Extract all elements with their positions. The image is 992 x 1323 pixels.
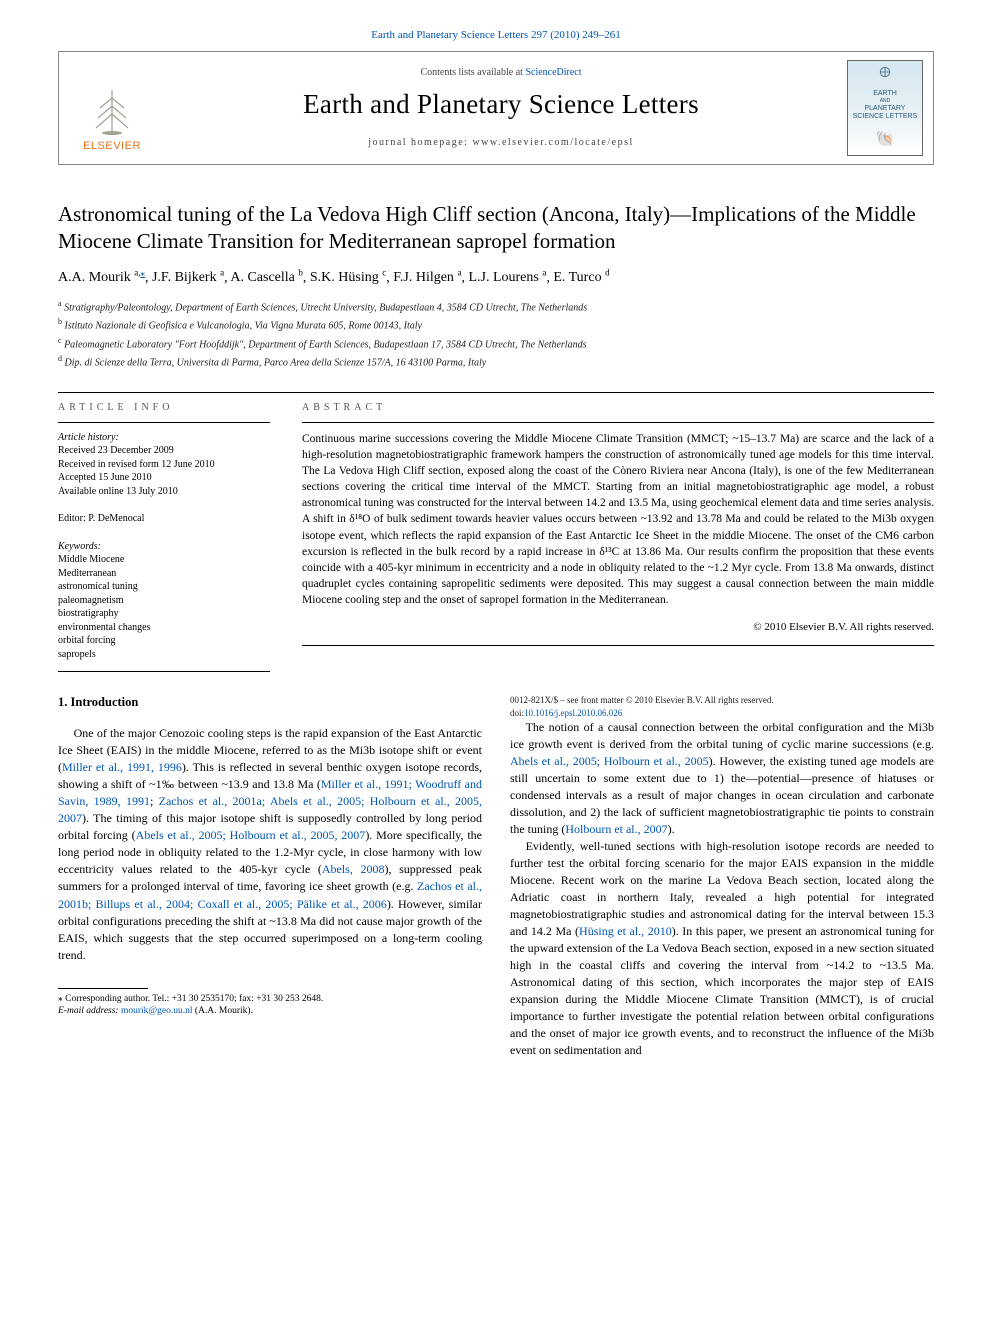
email-line: E-mail address: mourik@geo.uu.nl (A.A. M… <box>58 1005 482 1018</box>
footnotes: ⁎ Corresponding author. Tel.: +31 30 253… <box>58 988 482 1019</box>
keyword-6: orbital forcing <box>58 634 270 648</box>
article-body: 1. Introduction One of the major Cenozoi… <box>58 694 934 1059</box>
masthead: ELSEVIER Contents lists available at Sci… <box>58 51 934 165</box>
citation-link[interactable]: Abels, 2008 <box>322 862 385 876</box>
keyword-5: environmental changes <box>58 621 270 635</box>
paragraph-1: One of the major Cenozoic cooling steps … <box>58 725 482 963</box>
publisher-logo: ELSEVIER <box>69 62 155 154</box>
author-2: J.F. Bijkerk a <box>152 270 224 285</box>
email-link[interactable]: mourik@geo.uu.nl <box>121 1006 193 1016</box>
top-citation: Earth and Planetary Science Letters 297 … <box>58 28 934 51</box>
editor-line: Editor: P. DeMenocal <box>58 512 270 526</box>
keywords-block: Keywords: Middle Miocene Mediterranean a… <box>58 540 270 662</box>
corresponding-author-note: ⁎ Corresponding author. Tel.: +31 30 253… <box>58 993 482 1006</box>
affiliation-c: c Paleomagnetic Laboratory "Fort Hoofddi… <box>58 335 934 352</box>
email-label: E-mail address: <box>58 1006 119 1016</box>
contents-line: Contents lists available at ScienceDirec… <box>155 66 847 80</box>
section-heading-1: 1. Introduction <box>58 694 482 712</box>
abstract-end-rule <box>302 645 934 646</box>
article-history: Article history: Received 23 December 20… <box>58 431 270 499</box>
abstract-label: abstract <box>302 401 934 415</box>
affiliations: a Stratigraphy/Paleontology, Department … <box>58 298 934 370</box>
keywords-label: Keywords: <box>58 540 270 554</box>
doi-link[interactable]: 10.1016/j.epsl.2010.06.026 <box>524 708 622 718</box>
sciencedirect-link[interactable]: ScienceDirect <box>525 67 581 78</box>
author-1: A.A. Mourik a,⁎ <box>58 270 145 285</box>
keyword-3: paleomagnetism <box>58 594 270 608</box>
article-info-column: article info Article history: Received 2… <box>58 401 270 672</box>
abstract-text: Continuous marine successions covering t… <box>302 431 934 608</box>
paragraph-3: Evidently, well-tuned sections with high… <box>510 838 934 1059</box>
citation-link[interactable]: Abels et al., 2005; Holbourn et al., 200… <box>510 754 709 768</box>
history-received: Received 23 December 2009 <box>58 444 270 458</box>
cover-title-text: EARTH AND PLANETARY SCIENCE LETTERS <box>853 90 918 121</box>
author-4: S.K. Hüsing c <box>310 270 386 285</box>
author-3: A. Cascella b <box>230 270 303 285</box>
article-info-label: article info <box>58 401 270 415</box>
top-citation-link[interactable]: Earth and Planetary Science Letters 297 … <box>371 29 621 41</box>
homepage-url: www.elsevier.com/locate/epsl <box>472 137 633 148</box>
elsevier-tree-icon <box>90 86 134 136</box>
journal-cover-thumbnail: 🜨 EARTH AND PLANETARY SCIENCE LETTERS 🐚 <box>847 60 923 156</box>
history-revised: Received in revised form 12 June 2010 <box>58 458 270 472</box>
abstract-copyright: © 2010 Elsevier B.V. All rights reserved… <box>302 620 934 635</box>
history-label: Article history: <box>58 431 270 445</box>
article-info-rule <box>58 422 270 423</box>
homepage-prefix: journal homepage: <box>368 137 472 148</box>
citation-link[interactable]: Holbourn et al., 2007 <box>565 822 667 836</box>
citation-link[interactable]: Miller et al., 1991, 1996 <box>62 760 182 774</box>
affiliation-a: a Stratigraphy/Paleontology, Department … <box>58 298 934 315</box>
affiliation-d: d Dip. di Scienze della Terra, Universit… <box>58 353 934 370</box>
citation-link[interactable]: Hüsing et al., 2010 <box>579 924 672 938</box>
cover-globe-icon: 🜨 <box>879 65 891 84</box>
journal-homepage: journal homepage: www.elsevier.com/locat… <box>155 136 847 150</box>
history-online: Available online 13 July 2010 <box>58 485 270 499</box>
email-who: (A.A. Mourik). <box>195 1006 253 1016</box>
affiliation-b: b Istituto Nazionale di Geofisica e Vulc… <box>58 316 934 333</box>
journal-name: Earth and Planetary Science Letters <box>155 86 847 122</box>
citation-link[interactable]: Abels et al., 2005; Holbourn et al., 200… <box>136 828 366 842</box>
authors-line: A.A. Mourik a,⁎, J.F. Bijkerk a, A. Casc… <box>58 267 934 289</box>
contents-prefix: Contents lists available at <box>420 67 525 78</box>
info-end-rule <box>58 671 270 672</box>
article-title: Astronomical tuning of the La Vedova Hig… <box>58 201 934 255</box>
corresponding-mark[interactable]: ⁎ <box>140 268 145 278</box>
history-accepted: Accepted 15 June 2010 <box>58 471 270 485</box>
keyword-0: Middle Miocene <box>58 553 270 567</box>
abstract-rule <box>302 422 934 423</box>
rule-above-info <box>58 392 934 393</box>
doi-line: doi:10.1016/j.epsl.2010.06.026 <box>510 707 934 719</box>
bottom-meta: 0012-821X/$ – see front matter © 2010 El… <box>510 694 934 718</box>
keyword-7: sapropels <box>58 648 270 662</box>
author-7: E. Turco d <box>553 270 609 285</box>
front-matter-line: 0012-821X/$ – see front matter © 2010 El… <box>510 694 934 706</box>
author-6: L.J. Lourens a <box>468 270 546 285</box>
keyword-4: biostratigraphy <box>58 607 270 621</box>
abstract-column: abstract Continuous marine successions c… <box>302 401 934 672</box>
keyword-2: astronomical tuning <box>58 580 270 594</box>
cover-shell-icon: 🐚 <box>875 129 895 151</box>
keyword-1: Mediterranean <box>58 567 270 581</box>
publisher-name: ELSEVIER <box>83 139 141 154</box>
paragraph-2: The notion of a causal connection betwee… <box>510 719 934 838</box>
footnote-rule <box>58 988 148 989</box>
author-5: F.J. Hilgen a <box>393 270 461 285</box>
